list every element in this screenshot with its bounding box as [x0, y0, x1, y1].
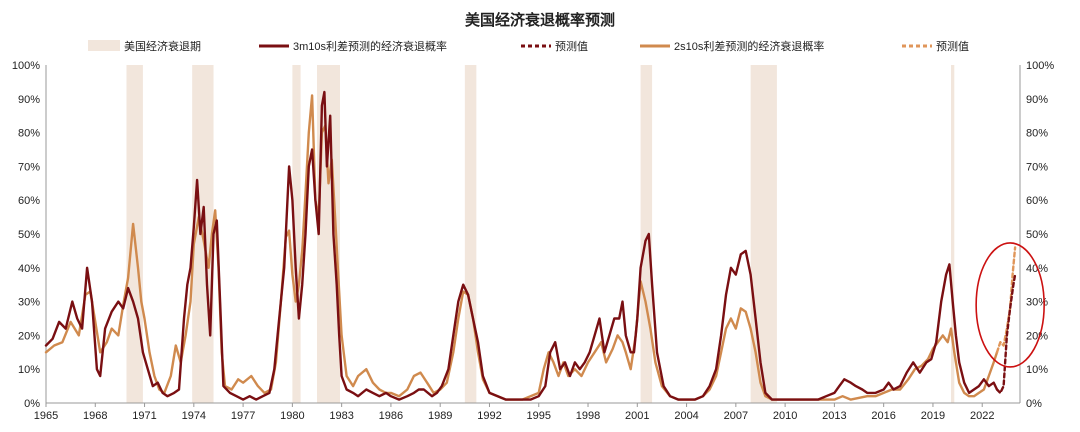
x-tick-label: 1983 — [329, 410, 353, 422]
y-tick-label-right: 90% — [1026, 94, 1048, 106]
legend-label-2s10s: 2s10s利差预测的经济衰退概率 — [674, 39, 824, 53]
y-tick-label-right: 100% — [1026, 60, 1054, 72]
x-tick-label: 1971 — [132, 410, 156, 422]
legend-label-3m10s: 3m10s利差预测的经济衰退概率 — [293, 39, 447, 53]
y-tick-label-right: 70% — [1026, 161, 1048, 173]
legend: 美国经济衰退期 3m10s利差预测的经济衰退概率 预测值 2s10s利差预测的经… — [88, 39, 969, 53]
y-tick-label-right: 80% — [1026, 128, 1048, 140]
x-tick-label: 1992 — [477, 410, 501, 422]
y-tick-label-left: 40% — [18, 263, 40, 275]
legend-swatch-recession — [88, 40, 120, 51]
x-tick-label: 1974 — [182, 410, 206, 422]
x-tick-label: 2004 — [674, 410, 698, 422]
y-tick-label-left: 0% — [24, 398, 40, 410]
x-tick-label: 2016 — [871, 410, 895, 422]
x-tick-label: 1998 — [576, 410, 600, 422]
legend-label-forecast-3m10s: 预测值 — [555, 40, 588, 53]
legend-label-recession: 美国经济衰退期 — [124, 39, 201, 53]
recession-band — [951, 65, 955, 403]
x-tick-label: 1989 — [428, 410, 452, 422]
recession-band — [464, 65, 477, 403]
y-tick-label-left: 90% — [18, 94, 40, 106]
x-tick-label: 1980 — [280, 410, 304, 422]
y-tick-label-right: 20% — [1026, 330, 1048, 342]
y-tick-label-right: 50% — [1026, 229, 1048, 241]
y-tick-label-left: 20% — [18, 330, 40, 342]
x-tick-label: 1977 — [231, 410, 255, 422]
x-tick-label: 1995 — [527, 410, 551, 422]
x-tick-label: 2010 — [773, 410, 797, 422]
y-tick-label-left: 100% — [12, 60, 40, 72]
legend-label-forecast-2s10s: 预测值 — [936, 40, 969, 53]
recession-band — [292, 65, 301, 403]
series-line-3m10s — [44, 90, 999, 401]
x-tick-label: 1965 — [34, 410, 58, 422]
series-line-2s10s — [44, 94, 999, 401]
x-tick-label: 2022 — [970, 410, 994, 422]
y-tick-label-left: 30% — [18, 297, 40, 309]
y-tick-label-left: 50% — [18, 229, 40, 241]
x-tick-label: 2019 — [921, 410, 945, 422]
x-tick-label: 1986 — [379, 410, 403, 422]
x-tick-label: 2013 — [822, 410, 846, 422]
y-tick-label-left: 60% — [18, 195, 40, 207]
chart-title: 美国经济衰退概率预测 — [465, 11, 615, 29]
x-tick-label: 2007 — [724, 410, 748, 422]
y-tick-label-right: 30% — [1026, 297, 1048, 309]
y-tick-label-left: 70% — [18, 161, 40, 173]
series-line-forecast-3m10s — [995, 273, 1017, 395]
x-tick-label: 1968 — [83, 410, 107, 422]
y-tick-label-left: 10% — [18, 364, 40, 376]
forecast-highlight-ellipse — [975, 242, 1045, 368]
recession-band — [640, 65, 653, 403]
y-tick-label-right: 10% — [1026, 364, 1048, 376]
recession-band — [317, 65, 341, 403]
x-tick-label: 2001 — [625, 410, 649, 422]
y-tick-label-right: 60% — [1026, 195, 1048, 207]
y-tick-label-left: 80% — [18, 128, 40, 140]
y-tick-label-right: 0% — [1026, 398, 1042, 410]
